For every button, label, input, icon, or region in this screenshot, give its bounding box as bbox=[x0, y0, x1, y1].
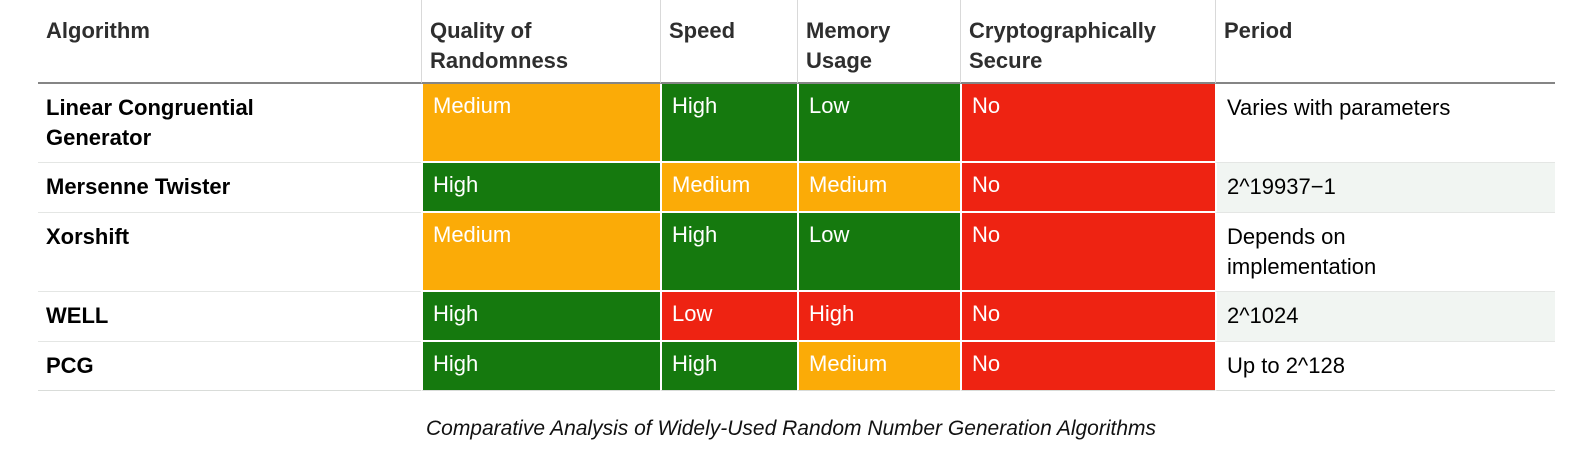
table-row-xorshift: Xorshift Medium High Low No Depends on i… bbox=[38, 213, 1555, 292]
crypto-rating-cell: No bbox=[960, 342, 1215, 391]
period-cell: Up to 2^128 bbox=[1215, 342, 1555, 391]
memory-rating-cell: Medium bbox=[797, 163, 960, 213]
algorithm-cell: PCG bbox=[38, 342, 421, 391]
speed-rating-cell: Low bbox=[660, 292, 797, 342]
memory-rating-cell: High bbox=[797, 292, 960, 342]
algorithm-cell: Linear Congruential Generator bbox=[38, 84, 421, 163]
column-header-memory: Memory Usage bbox=[797, 0, 960, 84]
period-cell: Varies with parameters bbox=[1215, 84, 1555, 163]
comparison-table: Algorithm Quality of Randomness Speed Me… bbox=[38, 0, 1555, 391]
algorithm-cell: Xorshift bbox=[38, 213, 421, 292]
period-cell: 2^19937−1 bbox=[1215, 163, 1555, 213]
column-header-quality: Quality of Randomness bbox=[421, 0, 660, 84]
speed-rating-cell: High bbox=[660, 213, 797, 292]
quality-rating-cell: Medium bbox=[421, 84, 660, 163]
speed-rating-cell: High bbox=[660, 342, 797, 391]
table-row-mersenne: Mersenne Twister High Medium Medium No 2… bbox=[38, 163, 1555, 213]
column-header-period: Period bbox=[1215, 0, 1555, 84]
table-caption: Comparative Analysis of Widely-Used Rand… bbox=[425, 417, 1157, 440]
crypto-rating-cell: No bbox=[960, 292, 1215, 342]
memory-rating-cell: Low bbox=[797, 84, 960, 163]
quality-rating-cell: Medium bbox=[421, 213, 660, 292]
period-cell: Depends on implementation bbox=[1215, 213, 1555, 292]
table-row-lcg: Linear Congruential Generator Medium Hig… bbox=[38, 84, 1555, 163]
memory-rating-cell: Medium bbox=[797, 342, 960, 391]
crypto-rating-cell: No bbox=[960, 163, 1215, 213]
period-cell: 2^1024 bbox=[1215, 292, 1555, 342]
memory-rating-cell: Low bbox=[797, 213, 960, 292]
quality-rating-cell: High bbox=[421, 163, 660, 213]
table-row-well: WELL High Low High No 2^1024 bbox=[38, 292, 1555, 342]
algorithm-cell: WELL bbox=[38, 292, 421, 342]
header-row: Algorithm Quality of Randomness Speed Me… bbox=[38, 0, 1555, 84]
speed-rating-cell: Medium bbox=[660, 163, 797, 213]
column-header-crypto: Cryptographically Secure bbox=[960, 0, 1215, 84]
quality-rating-cell: High bbox=[421, 342, 660, 391]
column-header-algorithm: Algorithm bbox=[38, 0, 421, 84]
table-row-pcg: PCG High High Medium No Up to 2^128 bbox=[38, 342, 1555, 391]
crypto-rating-cell: No bbox=[960, 213, 1215, 292]
algorithm-cell: Mersenne Twister bbox=[38, 163, 421, 213]
column-header-speed: Speed bbox=[660, 0, 797, 84]
table-container: Algorithm Quality of Randomness Speed Me… bbox=[38, 0, 1555, 391]
quality-rating-cell: High bbox=[421, 292, 660, 342]
speed-rating-cell: High bbox=[660, 84, 797, 163]
crypto-rating-cell: No bbox=[960, 84, 1215, 163]
